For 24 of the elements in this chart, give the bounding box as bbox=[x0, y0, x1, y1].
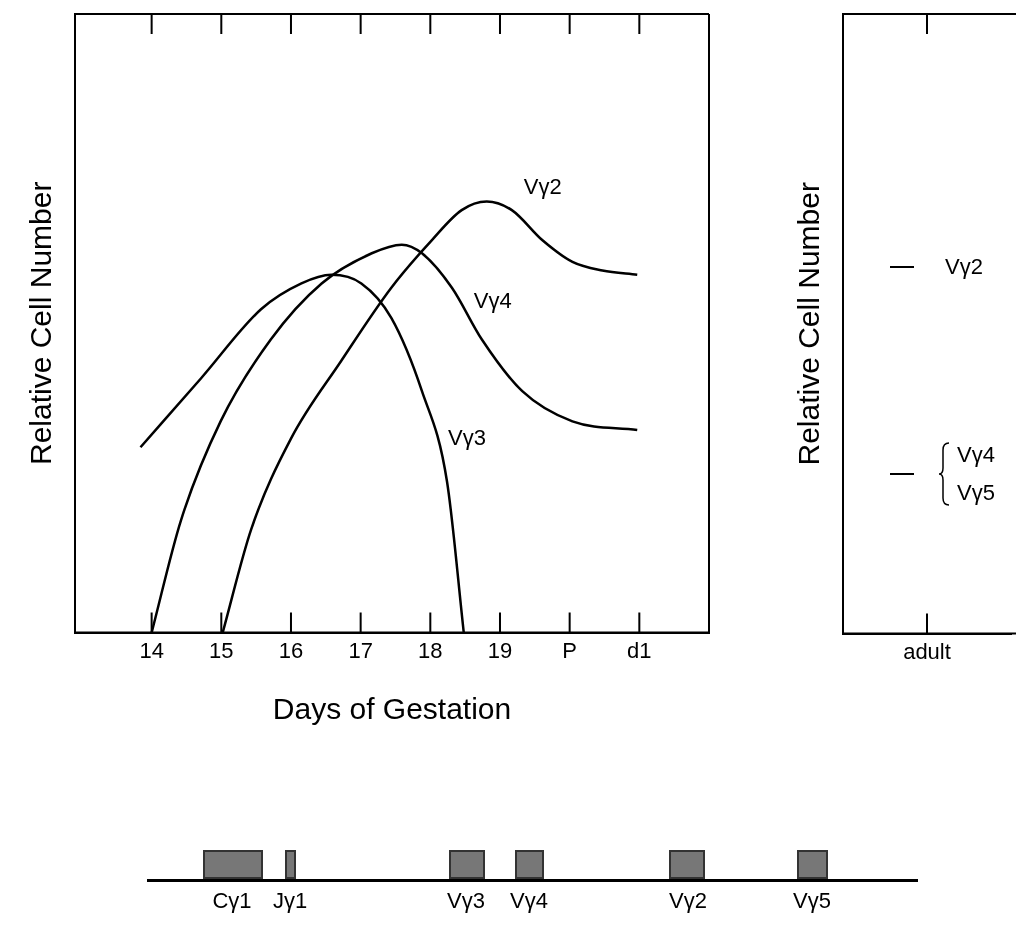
x-tick-label: 18 bbox=[418, 637, 443, 663]
text: Vγ3 bbox=[446, 888, 486, 914]
text: Vγ5 bbox=[957, 480, 995, 506]
x-tick-label: P bbox=[562, 637, 577, 663]
text: Vγ4 bbox=[957, 442, 995, 468]
x-tick-label: 16 bbox=[278, 637, 304, 663]
text: Vγ5 bbox=[792, 888, 832, 914]
x-tick-label: 19 bbox=[487, 637, 513, 663]
y-axis-title: Relative Cell Number bbox=[24, 181, 58, 466]
text: Vγ4 bbox=[509, 888, 549, 914]
text: Vγ2 bbox=[945, 254, 983, 280]
x-axis-title: Days of Gestation bbox=[272, 692, 512, 726]
text: Cγ1 bbox=[211, 888, 253, 914]
x-tick-label: d1 bbox=[627, 637, 652, 663]
x-tick-label: 14 bbox=[139, 637, 164, 663]
text: Jγ1 bbox=[271, 888, 309, 914]
text: Vγ2 bbox=[668, 888, 708, 914]
x-tick-label: 17 bbox=[348, 637, 373, 663]
series-label: Vγ2 bbox=[523, 174, 562, 200]
x-tick-label: 15 bbox=[209, 637, 234, 663]
series-label: Vγ3 bbox=[447, 425, 486, 451]
series-label: Vγ4 bbox=[473, 287, 512, 313]
category-label: adult bbox=[903, 638, 951, 664]
text: Relative Cell Number bbox=[792, 182, 826, 466]
